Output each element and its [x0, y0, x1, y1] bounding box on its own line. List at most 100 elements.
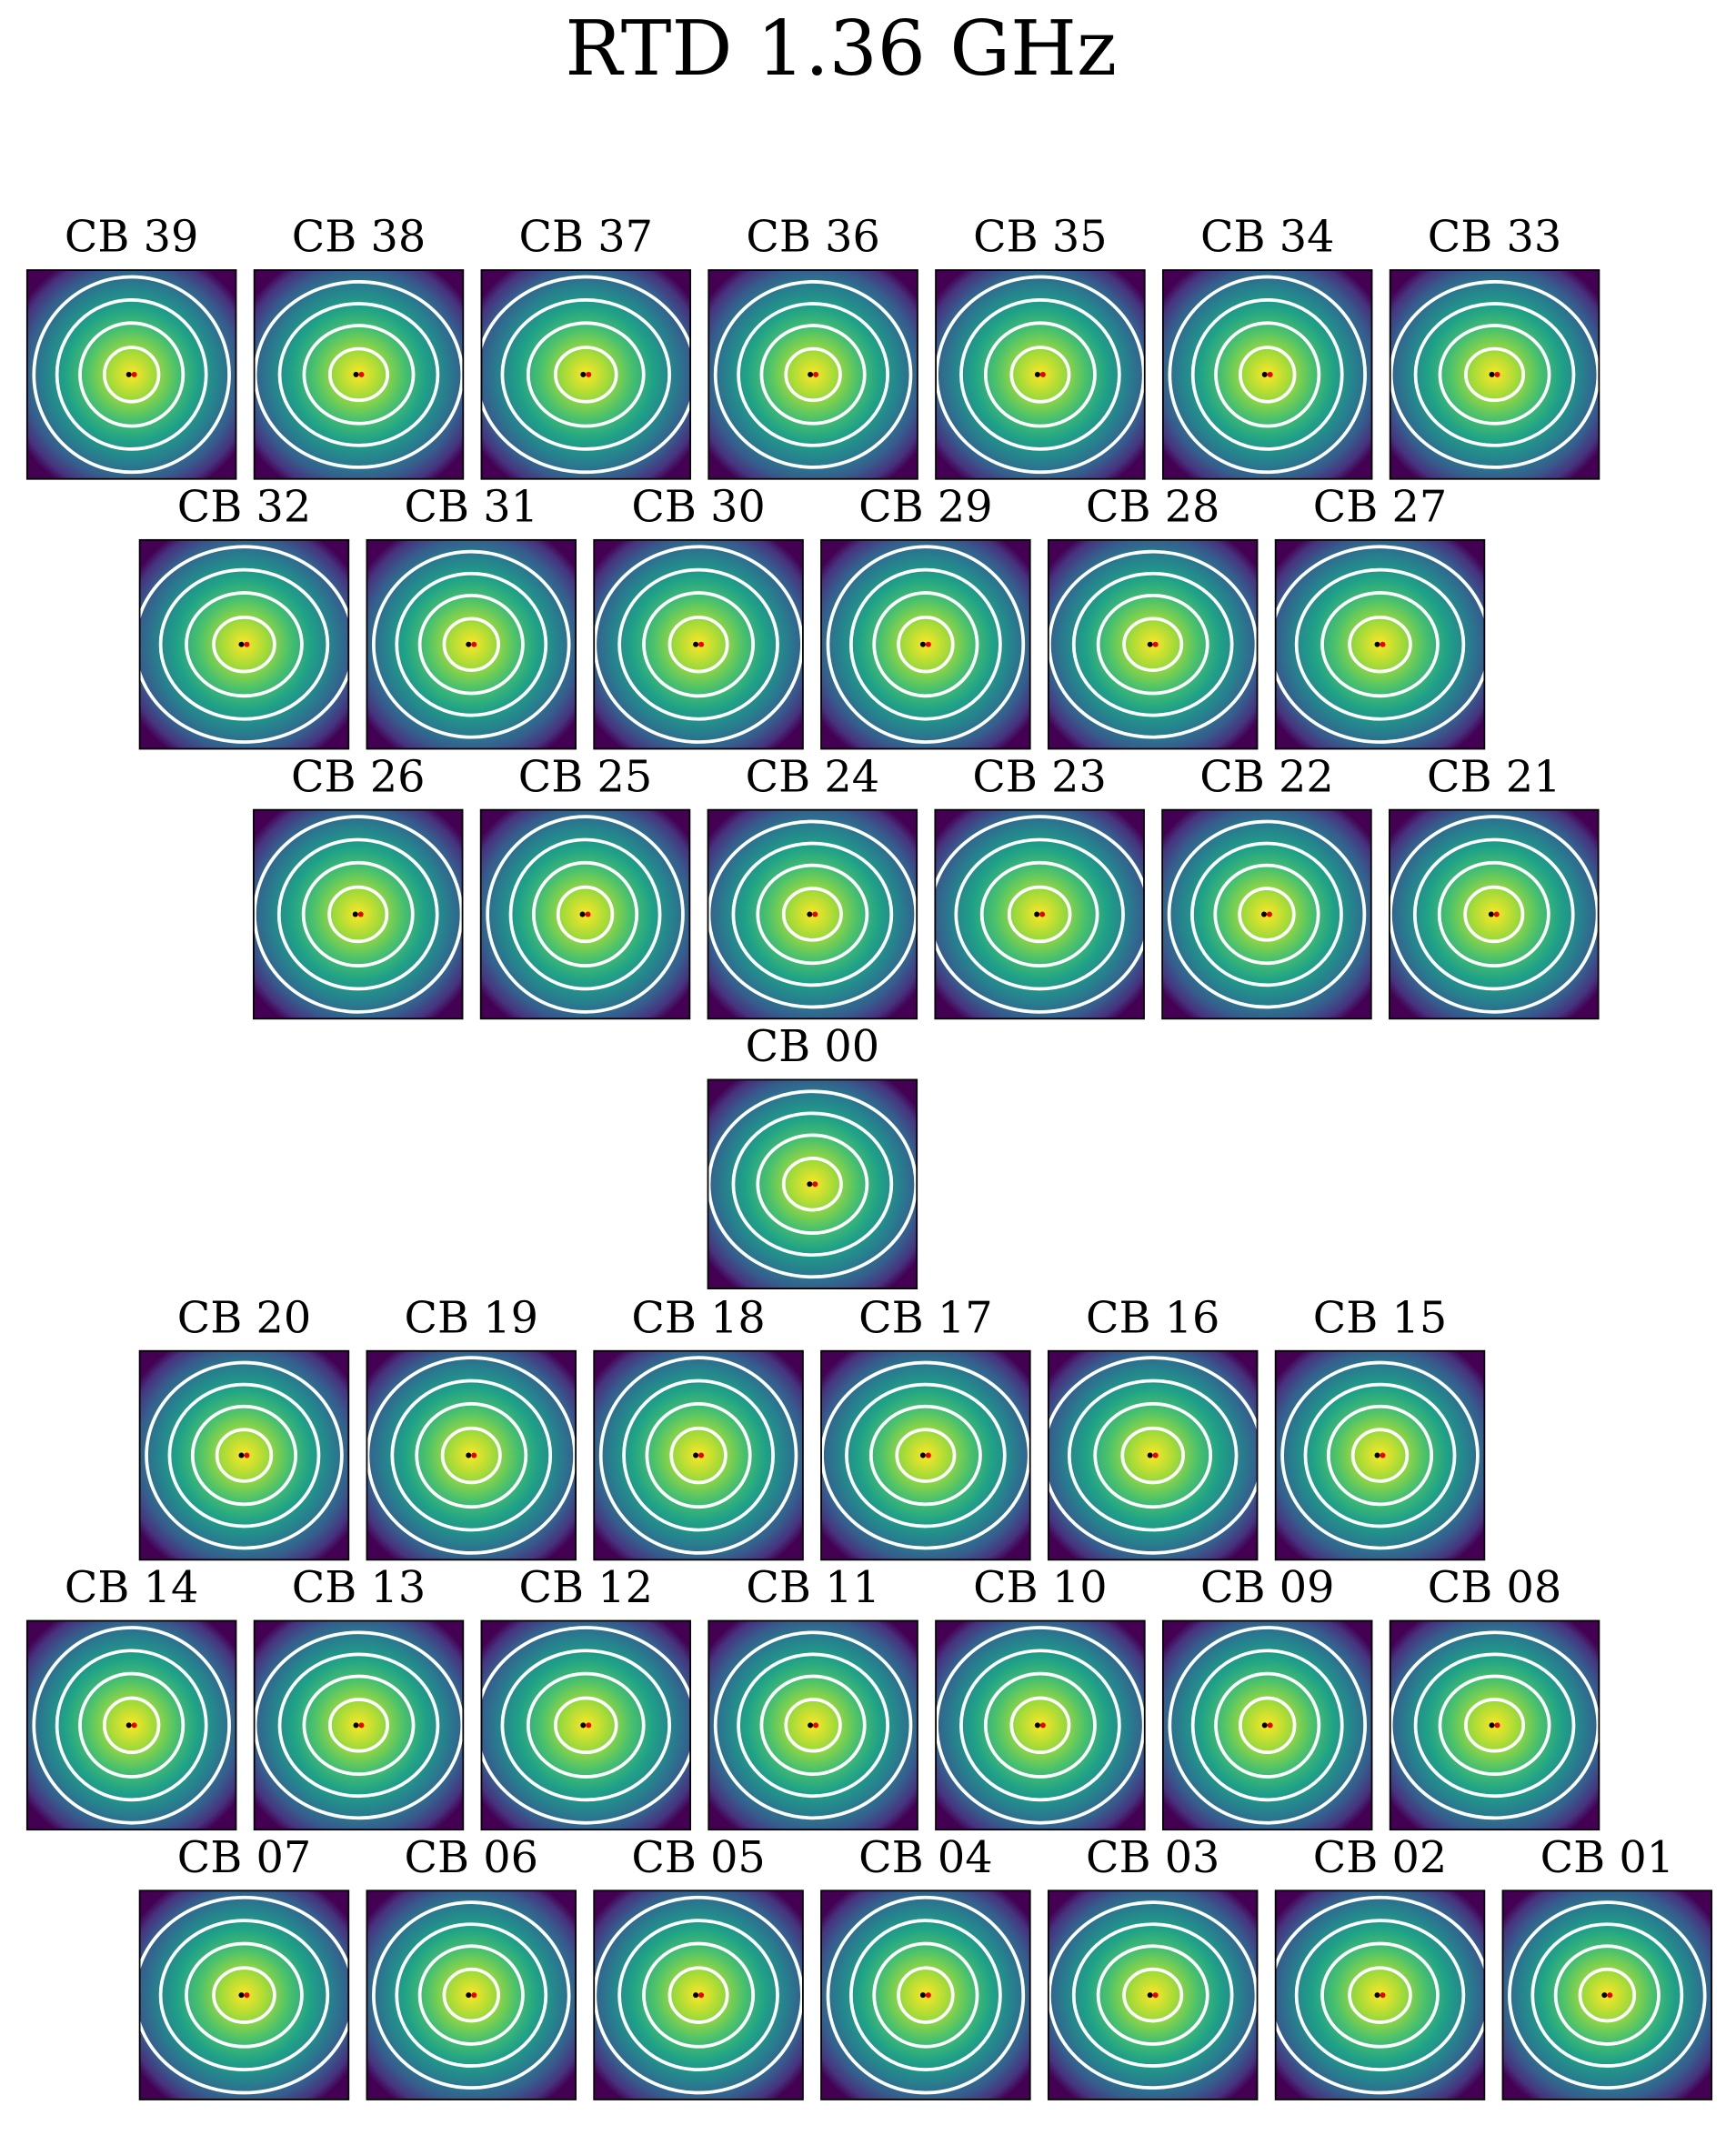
contour [622, 1378, 775, 1532]
fit-center [1152, 1992, 1159, 1999]
panel-title: CB 34 [1200, 213, 1334, 263]
contour [1190, 1649, 1344, 1802]
panel-frame [252, 808, 464, 1020]
contour [366, 1356, 577, 1555]
panel-frame [1389, 269, 1601, 480]
beam-panel [1390, 270, 1600, 479]
panel-frame [366, 1349, 577, 1561]
contour [1348, 615, 1412, 674]
contour [1464, 346, 1526, 403]
fit-center [925, 641, 931, 647]
beam-center [466, 1452, 472, 1458]
contour [848, 567, 1002, 721]
contour [302, 324, 416, 426]
beam-center [1374, 1452, 1380, 1458]
contour [532, 860, 639, 968]
panel-title: CB 00 [746, 1022, 879, 1072]
contour [508, 837, 662, 991]
contour [1530, 1922, 1684, 2068]
contour [1438, 324, 1551, 426]
beam-center [579, 911, 586, 917]
beam-center [1488, 911, 1494, 917]
fit-center [1494, 1722, 1500, 1729]
contour [102, 1696, 161, 1755]
beam-panel [936, 270, 1145, 479]
contour [826, 1895, 1026, 2095]
contour [1275, 1895, 1485, 2095]
contour [1294, 1919, 1466, 2072]
beam-panel [936, 1620, 1145, 1830]
panel-title: CB 25 [518, 752, 652, 802]
fit-center [925, 1992, 931, 1999]
contour [481, 1626, 691, 1825]
fit-center [813, 1722, 819, 1729]
contour [139, 1895, 349, 2095]
beam-center [1261, 1722, 1268, 1729]
contour [500, 1649, 672, 1802]
beam-panel [594, 1350, 803, 1560]
panel-title: CB 22 [1199, 752, 1333, 802]
contour [821, 1360, 1030, 1550]
fit-center [358, 1722, 365, 1729]
panel-title: CB 08 [1428, 1563, 1561, 1613]
contour [594, 1895, 803, 2095]
beam-panel [1275, 1350, 1485, 1560]
panel-frame [480, 269, 692, 480]
fit-center [812, 1181, 818, 1188]
contour [1067, 1378, 1239, 1532]
panel-title: CB 33 [1428, 213, 1561, 263]
contour [1048, 1356, 1258, 1555]
beam-center [693, 641, 699, 647]
panel-frame [935, 1619, 1146, 1831]
contour [872, 1941, 979, 2049]
contour [1122, 1967, 1184, 2023]
fit-center [925, 1452, 931, 1458]
fit-center [357, 911, 364, 917]
contour [713, 1630, 913, 1820]
panel-title: CB 15 [1313, 1293, 1447, 1343]
fit-center [1380, 641, 1386, 647]
panel-frame [480, 1619, 692, 1831]
fit-center [1152, 641, 1159, 647]
fit-center [698, 641, 705, 647]
contour [959, 1649, 1121, 1802]
contour [254, 280, 464, 469]
beam-panel [366, 1890, 577, 2100]
beam-center [919, 1452, 926, 1458]
contour [826, 545, 1026, 744]
contour [212, 1966, 276, 2024]
beam-panel [707, 809, 918, 1019]
beam-panel [139, 1350, 349, 1560]
contour [935, 815, 1145, 1014]
fit-center [1039, 371, 1046, 377]
contour [1239, 346, 1297, 404]
contour [731, 841, 894, 987]
contour [526, 1671, 646, 1779]
fit-center [698, 1452, 705, 1458]
panel-frame [479, 808, 691, 1020]
panel-frame [1274, 1889, 1486, 2100]
contour [1294, 567, 1466, 721]
contour [1348, 1966, 1412, 2024]
contour [442, 616, 500, 672]
fit-center [585, 911, 591, 917]
beam-panel [708, 1620, 918, 1830]
beam-panel [708, 270, 918, 479]
contour [759, 324, 867, 426]
beam-center [807, 1181, 813, 1188]
beam-center [808, 1722, 814, 1729]
contour [301, 860, 415, 968]
contour [1009, 346, 1071, 404]
panel-title: CB 09 [1200, 1563, 1334, 1613]
contour [554, 346, 618, 404]
contour [442, 1967, 500, 2023]
contour [1238, 887, 1296, 942]
panel-title: CB 29 [858, 483, 992, 533]
contour [759, 1674, 867, 1777]
contour [1009, 1696, 1071, 1755]
fit-center [1607, 1992, 1613, 1999]
contour [667, 615, 729, 674]
panel-title: CB 05 [631, 1833, 765, 1883]
contour [1578, 1967, 1637, 2023]
beam-center [1601, 1992, 1608, 1999]
